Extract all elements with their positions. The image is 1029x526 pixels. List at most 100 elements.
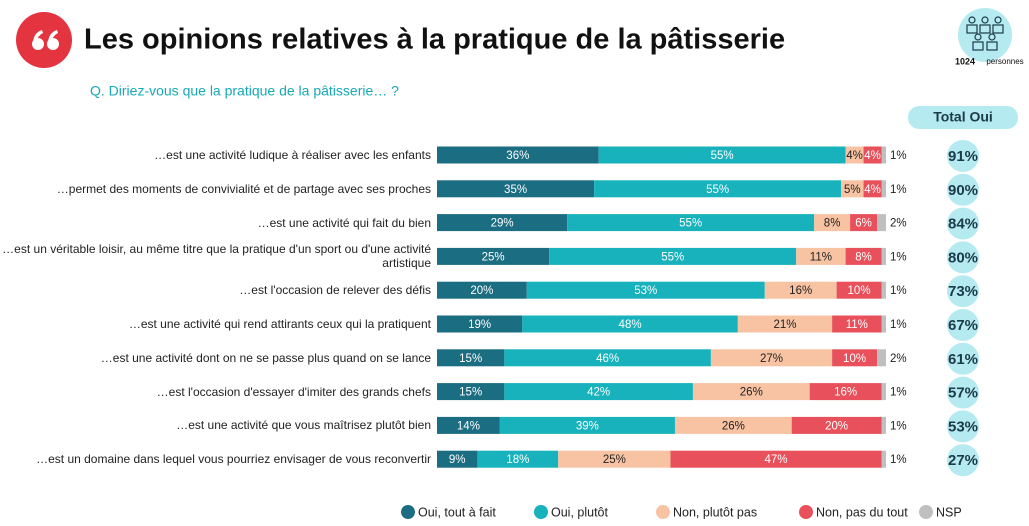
bar-segment xyxy=(881,281,886,299)
total-label: 80% xyxy=(948,249,978,266)
bar-segment xyxy=(809,383,882,401)
sample-unit: personnes xyxy=(986,57,1023,66)
category-label: …est une activité ludique à réaliser ave… xyxy=(154,148,431,162)
bar-segment xyxy=(881,146,886,164)
legend-label: Non, pas du tout xyxy=(816,505,908,519)
bar-segment xyxy=(863,180,882,198)
total-label: 73% xyxy=(948,283,978,300)
bar-segment xyxy=(598,146,846,164)
category-label: …est une activité dont on ne se passe pl… xyxy=(100,350,431,365)
legend-swatch xyxy=(656,505,670,519)
value-label: 1% xyxy=(890,420,907,432)
value-label: 5% xyxy=(844,184,861,196)
bar-segment xyxy=(881,315,886,333)
bar-segment xyxy=(522,315,738,333)
total-badge xyxy=(947,140,979,172)
bar-segment xyxy=(881,247,886,265)
legend-label: NSP xyxy=(936,505,962,519)
bar-segment xyxy=(670,450,882,468)
bar-segment xyxy=(796,247,846,265)
value-label: 26% xyxy=(740,387,763,399)
value-label: 29% xyxy=(491,218,514,230)
bar-segment xyxy=(558,450,671,468)
value-label: 2% xyxy=(890,353,907,365)
value-label: 11% xyxy=(846,319,868,331)
value-label: 55% xyxy=(711,150,734,162)
value-label: 55% xyxy=(679,218,702,230)
total-badge xyxy=(947,342,979,375)
total-badge xyxy=(947,275,979,308)
bar-segment xyxy=(710,349,833,367)
sample-icon xyxy=(958,8,1012,62)
bar-segment xyxy=(504,383,693,401)
category-label: …permet des moments de convivialité et d… xyxy=(56,181,431,196)
value-label: 8% xyxy=(855,251,872,263)
bar-segment xyxy=(437,146,599,164)
value-label: 20% xyxy=(470,285,493,297)
total-label: 67% xyxy=(948,317,978,334)
value-label: 2% xyxy=(890,218,907,230)
value-label: 48% xyxy=(619,319,642,331)
value-label: 16% xyxy=(789,285,812,297)
value-label: 10% xyxy=(843,353,866,365)
value-label: 9% xyxy=(449,454,466,466)
bar-segment xyxy=(836,281,882,299)
value-label: 1% xyxy=(890,150,907,162)
bar-segment xyxy=(877,214,886,232)
total-label: 90% xyxy=(948,182,978,199)
value-label: 15% xyxy=(459,353,482,365)
category-label: …est un véritable loisir, au même titre … xyxy=(2,242,431,271)
total-label: 84% xyxy=(948,216,978,233)
legend-swatch xyxy=(534,505,548,519)
bar-segment xyxy=(863,146,882,164)
value-label: 1% xyxy=(890,184,907,196)
total-label: 91% xyxy=(948,148,978,165)
value-label: 39% xyxy=(576,420,599,432)
value-label: 1% xyxy=(890,251,907,263)
value-label: 55% xyxy=(706,184,729,196)
category-label: …est un domaine dans lequel vous pourrie… xyxy=(36,452,431,467)
total-header-bg xyxy=(908,106,1018,129)
legend-swatch xyxy=(799,505,813,519)
bar-segment xyxy=(549,247,797,265)
value-label: 19% xyxy=(468,319,491,331)
total-badge xyxy=(947,309,979,341)
bar-segment xyxy=(881,383,886,401)
bar-segment xyxy=(881,450,886,468)
bar-segment xyxy=(437,214,568,232)
value-label: 53% xyxy=(634,285,657,297)
bar-segment xyxy=(437,383,505,401)
value-label: 18% xyxy=(506,454,529,466)
bar-segment xyxy=(737,315,833,333)
category-label: …est l'occasion d'essayer d'imiter des g… xyxy=(156,384,431,399)
total-badge xyxy=(947,207,979,240)
total-badge xyxy=(947,444,979,477)
category-label: …est une activité qui fait du bien xyxy=(257,215,431,230)
value-label: 4% xyxy=(864,184,881,196)
people-icon xyxy=(966,16,1004,51)
value-label: 47% xyxy=(764,454,787,466)
value-label: 8% xyxy=(824,218,841,230)
bar-segment xyxy=(845,247,882,265)
value-label: 15% xyxy=(459,387,482,399)
bar-segment xyxy=(692,383,810,401)
legend-label: Oui, tout à fait xyxy=(418,505,496,519)
total-badge xyxy=(947,241,979,274)
bar-segment xyxy=(437,349,505,367)
bar-segment xyxy=(764,281,837,299)
legend-label: Non, plutôt pas xyxy=(673,505,757,519)
value-label: 26% xyxy=(722,420,745,432)
bar-segment xyxy=(832,315,882,333)
value-label: 4% xyxy=(864,150,881,162)
category-label: …est une activité que vous maîtrisez plu… xyxy=(176,418,431,433)
value-label: 4% xyxy=(846,150,863,162)
total-label: 61% xyxy=(948,351,978,368)
bar-segment xyxy=(594,180,842,198)
bar-segment xyxy=(791,416,882,434)
bar-segment xyxy=(437,247,550,265)
value-label: 6% xyxy=(855,218,872,230)
bar-segment xyxy=(845,146,864,164)
bar-segment xyxy=(814,214,851,232)
legend-swatch xyxy=(401,505,415,519)
